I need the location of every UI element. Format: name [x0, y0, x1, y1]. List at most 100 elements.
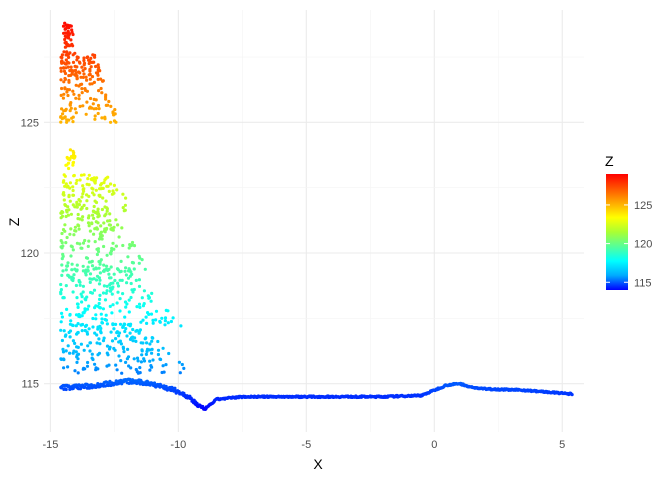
data-point [109, 249, 113, 253]
data-point [64, 27, 68, 31]
data-point [117, 334, 121, 338]
data-point [62, 50, 66, 54]
data-point [74, 111, 78, 115]
data-point [87, 327, 91, 331]
data-point [104, 97, 108, 101]
data-point [102, 268, 107, 272]
y-axis-ticks: 115 120 125 [21, 117, 39, 390]
data-point [118, 278, 122, 282]
data-point [92, 80, 96, 84]
data-point [75, 302, 80, 306]
data-point [94, 317, 98, 321]
data-point [75, 77, 79, 81]
color-legend: Z 115 120 125 [605, 153, 652, 290]
data-point [154, 309, 159, 313]
data-point [68, 109, 72, 113]
data-point [70, 278, 74, 282]
data-point [124, 196, 128, 200]
data-point [148, 342, 152, 346]
data-point [77, 93, 81, 97]
data-point [70, 28, 74, 32]
data-point [86, 216, 91, 220]
grid-lines [44, 10, 584, 432]
data-point [80, 246, 84, 250]
data-point [137, 302, 142, 306]
data-point [102, 336, 106, 340]
data-point [167, 351, 171, 356]
data-point [87, 61, 91, 66]
data-point [138, 371, 142, 375]
data-point [114, 322, 118, 326]
data-point [87, 239, 91, 243]
data-point [115, 188, 119, 192]
data-point [76, 322, 80, 326]
data-point [131, 290, 135, 294]
data-point [99, 312, 103, 316]
data-point [80, 300, 84, 304]
data-point [151, 321, 155, 325]
data-point [70, 262, 74, 266]
data-point [96, 71, 100, 75]
data-point [59, 357, 63, 361]
data-point [70, 72, 74, 76]
data-point [60, 246, 64, 250]
data-point [151, 358, 155, 362]
data-point [68, 329, 73, 333]
data-point [66, 93, 70, 98]
data-point [65, 120, 69, 124]
data-point [96, 63, 100, 67]
data-point [65, 307, 69, 311]
data-point [77, 97, 81, 101]
data-point [76, 55, 80, 60]
data-point [60, 273, 64, 277]
data-point [122, 350, 126, 354]
data-point [80, 218, 84, 222]
data-point [195, 401, 199, 406]
data-point [74, 83, 78, 87]
data-point [90, 352, 94, 356]
data-point [97, 282, 102, 286]
data-point [164, 363, 168, 367]
data-point [81, 269, 85, 273]
data-point [63, 203, 67, 207]
data-point [107, 267, 111, 271]
data-point [115, 301, 119, 305]
data-point [570, 393, 574, 397]
data-point [163, 316, 168, 320]
data-point [154, 318, 158, 322]
data-point [59, 288, 64, 292]
data-point [99, 77, 103, 81]
data-point [144, 315, 148, 319]
data-point [73, 107, 77, 111]
data-point [61, 192, 65, 196]
data-point [90, 82, 94, 86]
data-point [89, 65, 93, 69]
data-point [96, 111, 100, 116]
data-point [88, 105, 92, 109]
data-point [59, 320, 63, 324]
data-point [117, 354, 121, 358]
x-tick-label: 0 [431, 439, 437, 451]
data-point [67, 55, 71, 60]
data-point [106, 383, 111, 388]
data-point [61, 347, 65, 351]
data-point [105, 344, 110, 348]
data-point [148, 359, 152, 363]
data-point [137, 284, 142, 288]
data-point [86, 244, 90, 248]
data-point [67, 166, 71, 171]
data-point [179, 324, 183, 328]
data-point [79, 173, 84, 177]
data-point [121, 206, 125, 210]
data-point [64, 241, 68, 245]
data-point [81, 104, 85, 108]
data-point [126, 255, 130, 259]
data-point [125, 281, 129, 285]
data-point [137, 331, 141, 335]
data-point [156, 352, 160, 357]
data-point [109, 276, 113, 280]
data-point [116, 268, 120, 272]
data-point [64, 182, 68, 186]
data-point [71, 188, 75, 193]
data-point [78, 61, 82, 65]
